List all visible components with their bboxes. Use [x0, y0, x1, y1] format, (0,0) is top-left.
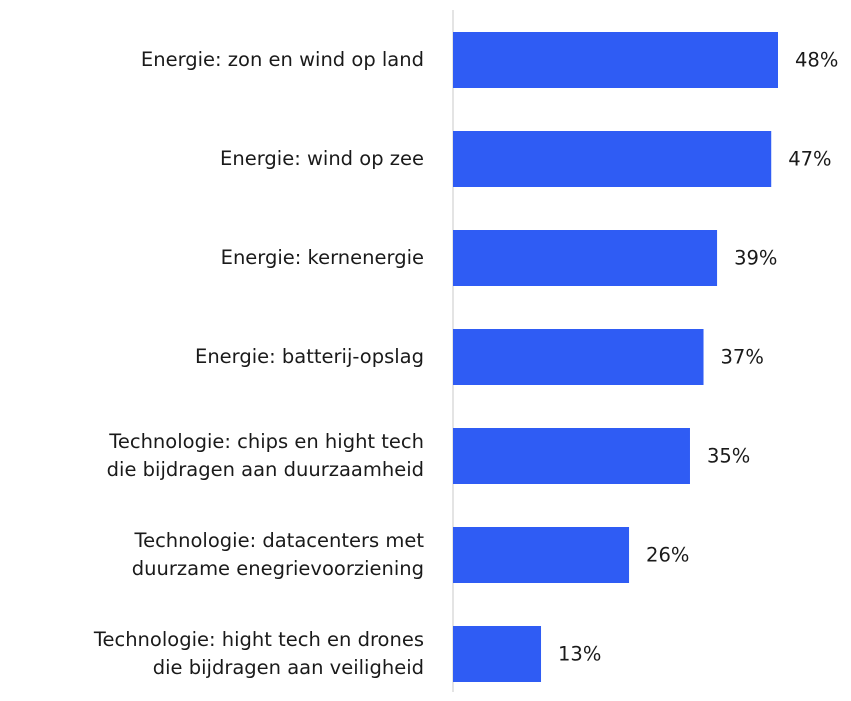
- value-label: 47%: [788, 147, 832, 171]
- bar: [453, 329, 704, 385]
- category-label: Energie: kernenergie: [220, 246, 424, 269]
- bar: [453, 428, 690, 484]
- bar: [453, 131, 772, 187]
- category-label: Energie: wind op zee: [220, 147, 424, 170]
- value-label: 39%: [734, 246, 778, 270]
- value-label: 35%: [706, 444, 751, 468]
- category-label: Technologie: datacenters met duurzame en…: [131, 529, 424, 580]
- value-label: 26%: [646, 543, 690, 567]
- category-label: Energie: zon en wind op land: [140, 48, 424, 71]
- bar: [453, 626, 542, 682]
- bar: [453, 527, 630, 583]
- value-label: 37%: [720, 345, 764, 369]
- category-label: Technologie: hight tech en drones die bi…: [93, 628, 424, 679]
- bar: [453, 230, 718, 286]
- category-label: Technologie: chips en hight tech die bij…: [106, 430, 424, 481]
- value-label: 13%: [558, 642, 602, 666]
- value-label: 48%: [795, 48, 839, 72]
- bar: [453, 32, 778, 88]
- category-label: Energie: batterij-opslag: [195, 345, 424, 368]
